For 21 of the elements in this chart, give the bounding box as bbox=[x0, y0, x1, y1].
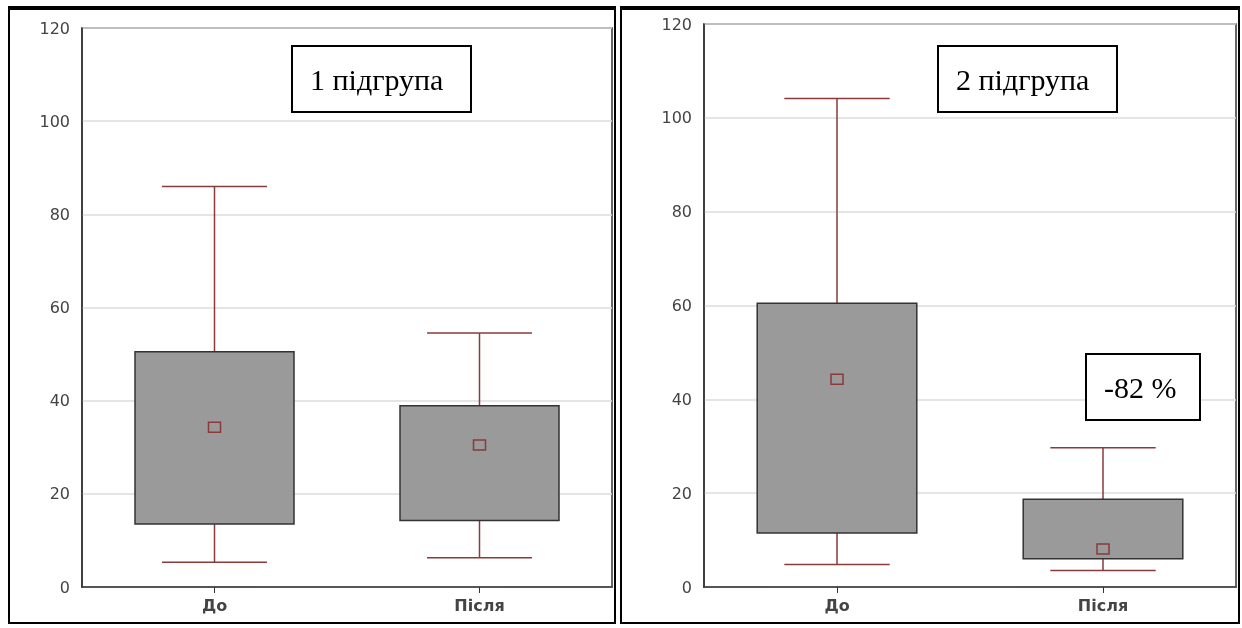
annotation: -82 % bbox=[1104, 370, 1177, 404]
y-tick-label: 120 bbox=[661, 14, 692, 34]
y-tick-label: 20 bbox=[49, 484, 70, 504]
y-tick-label: 80 bbox=[49, 204, 70, 224]
y-tick-label: 0 bbox=[681, 577, 692, 597]
y-tick-label: 40 bbox=[671, 389, 692, 409]
y-tick-label: 100 bbox=[39, 111, 70, 131]
x-tick-label: До bbox=[201, 595, 228, 615]
text: 2 підгрупа bbox=[956, 62, 1090, 96]
x-tick-label: Після bbox=[454, 595, 505, 615]
y-tick-label: 20 bbox=[671, 483, 692, 503]
x-tick-label: Після bbox=[1077, 595, 1129, 615]
text: 1 підгрупа bbox=[310, 62, 444, 96]
x-tick-label: До bbox=[824, 595, 850, 615]
y-tick-label: 120 bbox=[39, 18, 70, 38]
y-tick-label: 0 bbox=[59, 577, 70, 597]
y-tick-label: 60 bbox=[671, 296, 692, 315]
y-tick-label: 80 bbox=[671, 202, 692, 222]
y-tick-label: 100 bbox=[661, 108, 692, 128]
y-tick-label: 40 bbox=[49, 391, 70, 411]
y-tick-label: 60 bbox=[49, 298, 70, 317]
